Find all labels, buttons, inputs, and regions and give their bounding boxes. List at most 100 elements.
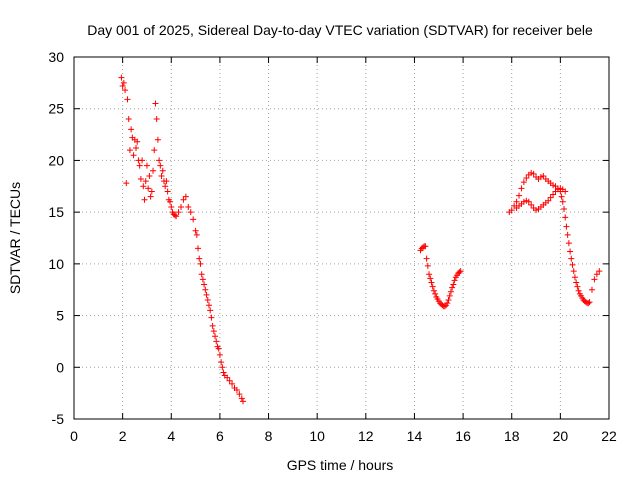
data-point: [451, 277, 458, 284]
data-point: [528, 201, 535, 208]
data-point: [571, 274, 578, 281]
data-point: [429, 283, 436, 290]
data-point: [424, 262, 431, 269]
data-point: [441, 303, 448, 310]
data-point: [145, 185, 152, 192]
data-point: [187, 209, 194, 216]
y-tick-label: 0: [56, 359, 64, 375]
x-tick-label: 10: [309, 428, 325, 444]
data-point: [550, 191, 557, 198]
data-point: [540, 172, 547, 179]
x-tick-label: 20: [553, 428, 569, 444]
data-point: [158, 172, 165, 179]
data-point: [423, 255, 430, 262]
data-point: [196, 255, 203, 262]
data-point: [427, 275, 434, 282]
data-point: [591, 276, 598, 283]
x-tick-label: 14: [407, 428, 423, 444]
data-point: [163, 178, 170, 185]
grid-lines: [74, 57, 609, 419]
data-point: [240, 398, 247, 405]
data-point: [456, 269, 463, 276]
x-axis-label: GPS time / hours: [287, 457, 394, 473]
data-point: [192, 227, 199, 234]
x-tick-label: 6: [216, 428, 224, 444]
data-point: [159, 167, 166, 174]
y-tick-label: 15: [48, 204, 64, 220]
data-point: [547, 194, 554, 201]
data-point: [120, 79, 127, 86]
data-point: [153, 116, 160, 123]
data-point: [141, 196, 148, 203]
data-point: [150, 167, 157, 174]
data-point: [130, 152, 137, 159]
data-point: [137, 176, 144, 183]
data-point: [202, 286, 209, 293]
data-point: [450, 281, 457, 288]
data-point: [545, 197, 552, 204]
x-tick-label: 4: [167, 428, 175, 444]
data-point: [457, 268, 464, 275]
data-point: [428, 279, 435, 286]
data-point: [220, 369, 227, 376]
data-points: [118, 74, 603, 405]
y-tick-label: -5: [52, 411, 65, 427]
data-point: [193, 231, 200, 238]
data-point: [122, 87, 129, 94]
data-point: [128, 126, 135, 133]
data-point: [125, 116, 132, 123]
data-point: [157, 162, 164, 169]
data-point: [216, 351, 223, 358]
x-tick-label: 8: [265, 428, 273, 444]
data-point: [133, 145, 140, 152]
data-point: [195, 245, 202, 252]
data-point: [575, 287, 582, 294]
data-point: [203, 291, 210, 298]
data-point: [151, 147, 158, 154]
data-point: [209, 322, 216, 329]
data-point: [588, 286, 595, 293]
x-tick-label: 18: [504, 428, 520, 444]
data-point: [565, 240, 572, 247]
x-tick-label: 22: [601, 428, 617, 444]
data-point: [585, 300, 592, 307]
data-point: [178, 203, 184, 210]
data-point: [208, 314, 215, 321]
data-point: [152, 100, 159, 107]
data-point: [426, 271, 433, 278]
y-tick-label: 20: [48, 152, 64, 168]
data-point: [449, 284, 456, 291]
data-point: [446, 292, 453, 299]
data-point: [204, 297, 211, 304]
data-point: [508, 207, 515, 214]
y-tick-label: 5: [56, 308, 64, 324]
data-point: [559, 198, 566, 205]
data-point: [218, 359, 225, 366]
data-point: [123, 180, 130, 187]
data-point: [136, 162, 143, 169]
data-point: [140, 183, 147, 190]
data-point: [569, 261, 576, 268]
data-point: [146, 172, 153, 179]
data-point: [154, 136, 161, 143]
data-point: [574, 283, 581, 290]
data-point: [201, 281, 208, 288]
data-point: [525, 198, 532, 205]
data-point: [213, 338, 220, 345]
data-point: [422, 243, 429, 250]
x-tick-label: 0: [70, 428, 78, 444]
data-point: [171, 212, 178, 219]
data-point: [148, 188, 155, 195]
data-point: [562, 188, 569, 195]
data-point: [447, 288, 454, 295]
data-point: [134, 138, 141, 145]
data-point: [444, 300, 451, 307]
data-point: [185, 203, 192, 210]
data-point: [236, 391, 243, 398]
y-tick-label: 25: [48, 101, 64, 117]
data-point: [229, 380, 236, 387]
data-point: [215, 345, 222, 352]
data-point: [162, 183, 169, 190]
data-point: [142, 178, 149, 185]
